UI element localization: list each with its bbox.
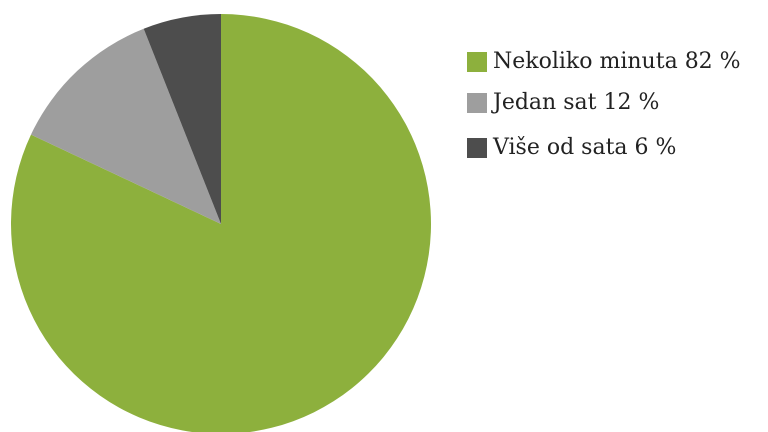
legend-label: Jedan sat 12 % — [491, 90, 659, 115]
pie-slice — [11, 14, 431, 432]
legend-label: Nekoliko minuta 82 % — [493, 49, 741, 74]
legend-label: Više od sata 6 % — [492, 135, 676, 160]
legend-name: Više od sata — [492, 135, 628, 160]
legend-swatch — [467, 138, 487, 158]
legend-swatch — [467, 52, 487, 72]
pie-slice — [30, 28, 222, 225]
legend-swatch — [467, 93, 487, 113]
legend-name: Jedan sat — [491, 90, 597, 115]
legend-value: 12 % — [603, 90, 659, 115]
legend: Nekoliko minuta 82 % Jedan sat 12 % Više od … — [467, 49, 741, 160]
legend-name: Nekoliko minuta — [493, 49, 678, 74]
legend-value: 6 % — [635, 135, 677, 160]
pie-slice — [143, 14, 221, 224]
legend-value: 82 % — [685, 49, 741, 74]
